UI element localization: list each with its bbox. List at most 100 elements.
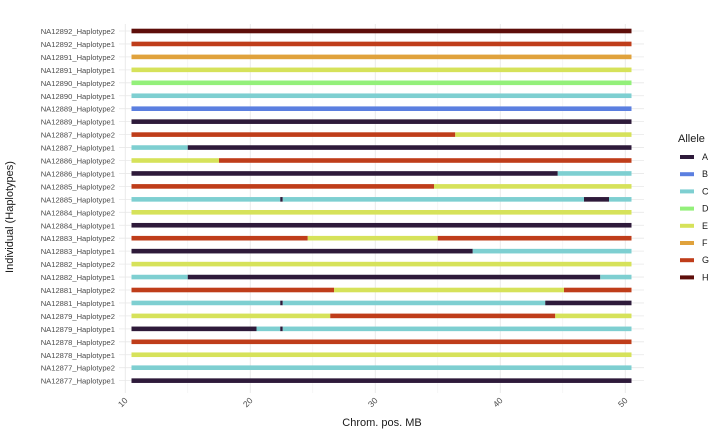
y-tick-label: NA12885_Haplotype2 — [41, 182, 115, 191]
bar-segment — [609, 197, 632, 202]
bar-segment — [280, 197, 283, 202]
y-tick-label: NA12877_Haplotype1 — [41, 377, 115, 386]
bar-segment — [256, 326, 281, 332]
y-tick-label: NA12891_Haplotype1 — [41, 66, 115, 75]
y-tick-label: NA12878_Haplotype2 — [41, 338, 115, 347]
x-tick-label: 10 — [116, 395, 130, 409]
x-tick-label: 50 — [616, 395, 630, 409]
bar-segment — [131, 339, 632, 345]
bar-segment — [334, 287, 564, 293]
legend-label: E — [702, 221, 708, 231]
y-tick-label: NA12886_Haplotype1 — [41, 169, 115, 178]
legend-label: G — [702, 255, 709, 265]
bar-segment — [437, 235, 632, 241]
bar-segment — [131, 261, 632, 267]
bar-segment — [131, 184, 434, 189]
bar-segment — [187, 145, 632, 150]
bar-segment — [131, 106, 632, 111]
x-tick-labels: 10 20 30 40 50 — [116, 395, 630, 409]
bar-segment — [557, 171, 632, 176]
bar-segment — [472, 248, 632, 254]
bar-segment — [131, 222, 632, 228]
legend-label: A — [702, 152, 708, 162]
bar-segment — [600, 274, 632, 280]
y-tick-label: NA12890_Haplotype2 — [41, 79, 115, 88]
y-tick-label: NA12883_Haplotype1 — [41, 247, 115, 256]
bar-segment — [555, 313, 632, 319]
legend-key — [680, 206, 694, 211]
bar-segment — [131, 80, 632, 86]
bar-segment — [280, 300, 283, 306]
legend-label: H — [702, 272, 709, 282]
bar-segment — [280, 326, 283, 332]
bar-segment — [131, 197, 281, 202]
x-tick-label: 40 — [491, 395, 505, 409]
y-tick-label: NA12881_Haplotype2 — [41, 286, 115, 295]
bar-segment — [131, 274, 188, 280]
x-tick-label: 20 — [241, 395, 255, 409]
bar-segment — [131, 28, 632, 34]
bar-segment — [434, 184, 632, 189]
legend-key — [680, 275, 694, 280]
bar-segment — [187, 274, 601, 280]
legend-title: Allele — [678, 133, 705, 145]
bar-segment — [131, 235, 308, 241]
y-tick-label: NA12886_Haplotype2 — [41, 157, 115, 166]
y-tick-label: NA12890_Haplotype1 — [41, 92, 115, 101]
y-tick-label: NA12884_Haplotype1 — [41, 221, 115, 230]
y-tick-label: NA12877_Haplotype2 — [41, 364, 115, 373]
y-tick-label: NA12892_Haplotype2 — [41, 27, 115, 36]
y-tick-label: NA12889_Haplotype2 — [41, 105, 115, 114]
y-tick-label: NA12885_Haplotype1 — [41, 195, 115, 204]
bar-segment — [131, 365, 632, 370]
bar-segment — [131, 378, 632, 383]
bar-segment — [545, 300, 632, 306]
bars — [131, 28, 632, 383]
y-tick-label: NA12882_Haplotype1 — [41, 273, 115, 282]
x-tick-label: 30 — [366, 395, 380, 409]
y-tick-label: NA12887_Haplotype2 — [41, 131, 115, 140]
bar-segment — [455, 132, 632, 137]
bar-segment — [282, 326, 632, 332]
legend-label: D — [702, 204, 709, 214]
grid — [119, 24, 644, 393]
bar-segment — [131, 326, 257, 332]
y-tick-label: NA12879_Haplotype1 — [41, 325, 115, 334]
bar-segment — [131, 287, 334, 293]
bar-segment — [131, 93, 632, 99]
bar-segment — [219, 158, 632, 163]
bar-segment — [131, 67, 632, 73]
y-tick-label: NA12889_Haplotype1 — [41, 118, 115, 127]
bar-segment — [584, 197, 609, 202]
bar-segment — [131, 300, 281, 306]
legend-key — [680, 223, 694, 228]
bar-segment — [131, 158, 219, 163]
y-tick-labels: NA12892_Haplotype2 NA12892_Haplotype1 NA12… — [41, 27, 115, 386]
y-tick-label: NA12881_Haplotype1 — [41, 299, 115, 308]
y-tick-label: NA12884_Haplotype2 — [41, 208, 115, 217]
bar-segment — [131, 132, 456, 137]
bar-segment — [131, 210, 632, 215]
bar-segment — [131, 54, 632, 60]
bar-segment — [282, 300, 546, 306]
legend-label: B — [702, 169, 708, 179]
bar-segment — [131, 41, 632, 47]
bar-segment — [282, 197, 584, 202]
y-tick-label: NA12882_Haplotype2 — [41, 260, 115, 269]
bar-segment — [307, 235, 438, 241]
bar-segment — [131, 171, 558, 176]
y-tick-label: NA12879_Haplotype2 — [41, 312, 115, 321]
bar-segment — [564, 287, 632, 293]
legend-key — [680, 258, 694, 263]
x-axis-title: Chrom. pos. MB — [342, 417, 421, 429]
y-axis-title: Individual (Haplotypes) — [4, 161, 16, 273]
bar-segment — [131, 145, 188, 150]
y-tick-label: NA12883_Haplotype2 — [41, 234, 115, 243]
legend-key — [680, 155, 694, 159]
y-tick-label: NA12887_Haplotype1 — [41, 144, 115, 153]
legend-label: C — [702, 186, 709, 196]
legend-key — [680, 241, 694, 245]
